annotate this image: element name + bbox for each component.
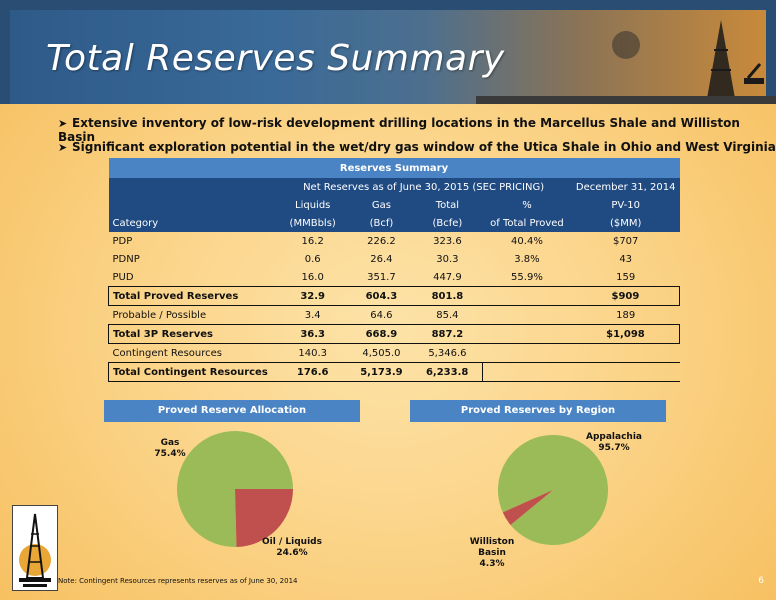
column-header: (Bcfe) [412,214,483,232]
proved-reserves-by-region-pie-chart [498,435,608,545]
liquids-cell: 16.2 [301,235,324,247]
gas-cell: 351.7 [367,271,396,283]
pv10-cell: $1,098 [571,324,680,344]
pie-label-williston-basin: Williston Basin 4.3% [469,537,515,569]
table-row-total: Total Contingent Resources 176.6 5,173.9… [108,362,680,382]
pie-label-appalachia: Appalachia 95.7% [586,432,642,453]
percent-cell: 3.8% [514,253,540,265]
banner-background [10,10,766,104]
pv10-cell [572,344,680,363]
title-banner: Total Reserves Summary [0,0,776,104]
total-cell: 5,346.6 [428,347,467,359]
table-row-total: Total Proved Reserves 32.9 604.3 801.8 $… [108,286,680,306]
percent-cell: 55.9% [511,271,543,283]
column-header: Liquids [275,196,351,214]
reserves-summary-table: Reserves Summary Net Reserves as of June… [108,158,680,382]
category-cell: Probable / Possible [112,309,207,321]
pv10-cell: $707 [612,235,639,247]
gas-cell: 5,173.9 [350,362,413,382]
column-header: Total [412,196,483,214]
table-row-total: Total 3P Reserves 36.3 668.9 887.2 $1,09… [108,324,680,344]
gas-cell: 26.4 [370,253,393,265]
category-cell: PUD [112,271,134,283]
column-header: PV-10 [571,196,680,214]
total-cell: 447.9 [433,271,462,283]
table-row: PDNP 0.6 26.4 30.3 3.8% 43 [109,250,680,268]
pie-slice-williston-basin [502,490,553,525]
bullet-text: Significant exploration potential in the… [72,140,776,154]
percent-cell: 40.4% [511,235,543,247]
gas-cell: 4,505.0 [362,347,401,359]
category-cell: Total 3P Reserves [108,324,276,344]
total-cell: 85.4 [436,309,459,321]
gas-cell: 226.2 [367,235,396,247]
table-row: Probable / Possible 3.4 64.6 85.4 189 [109,306,680,325]
bullet-item: ➤ Extensive inventory of low-risk develop… [58,116,776,144]
table-row: Contingent Resources 140.3 4,505.0 5,346… [109,344,680,363]
pie-chart-title-allocation: Proved Reserve Allocation [104,400,360,422]
gas-cell: 668.9 [350,324,413,344]
total-cell: 801.8 [412,286,483,306]
liquids-cell: 36.3 [275,324,351,344]
total-cell: 887.2 [412,324,483,344]
page-number: 6 [758,576,764,586]
percent-cell [482,306,572,325]
category-cell: PDP [112,235,133,247]
percent-cell [482,344,572,363]
pie-slice-oil-liquids [235,488,293,547]
total-cell: 323.6 [433,235,462,247]
table-row: PDP 16.2 226.2 323.6 40.4% $707 [109,232,680,250]
column-header: (Bcf) [350,214,413,232]
pie-label-gas: Gas 75.4% [154,438,186,459]
category-cell: Contingent Resources [112,347,222,359]
category-cell: PDNP [112,253,140,265]
percent-cell [482,324,572,344]
company-logo [12,505,58,591]
derrick-logo-icon [19,513,51,587]
arrow-bullet-icon: ➤ [58,117,68,130]
liquids-cell: 0.6 [304,253,321,265]
total-cell: 30.3 [436,253,459,265]
table-title: Reserves Summary [108,158,680,178]
pie-label-oil-liquids: Oil / Liquids 24.6% [262,537,322,558]
pv10-cell: 159 [616,271,636,283]
table-row: PUD 16.0 351.7 447.9 55.9% 159 [109,268,680,287]
proved-reserve-allocation-pie-chart [177,431,293,547]
gas-cell: 64.6 [370,309,393,321]
column-header: Category [108,214,276,232]
liquids-cell: 140.3 [298,347,327,359]
category-cell: Total Proved Reserves [108,286,276,306]
percent-cell [482,286,572,306]
pv10-cell: 189 [616,309,636,321]
total-cell: 6,233.8 [412,362,483,382]
column-header: of Total Proved [482,214,572,232]
category-cell: Total Contingent Resources [108,362,276,382]
page-title: Total Reserves Summary [46,38,505,79]
december-group-header: December 31, 2014 [571,178,680,196]
column-header: % [482,196,572,214]
oil-field-silhouette-image [476,20,776,104]
liquids-cell: 176.6 [275,362,351,382]
column-header: ($MM) [571,214,680,232]
arrow-bullet-icon: ➤ [58,141,68,154]
liquids-cell: 16.0 [301,271,324,283]
pie-slice-gas [177,431,293,547]
footnote: Note: Contingent Resources represents re… [58,577,298,585]
liquids-cell: 3.4 [304,309,321,321]
gas-cell: 604.3 [350,286,413,306]
column-header: (MMBbls) [275,214,351,232]
pv10-cell: $909 [571,286,680,306]
pv10-cell: 43 [619,253,633,265]
net-reserves-group-header: Net Reserves as of June 30, 2015 (SEC PR… [275,178,572,196]
bullet-item: ➤ Significant exploration potential in th… [58,140,776,154]
column-header: Gas [350,196,413,214]
bullet-text: Extensive inventory of low-risk developm… [58,116,740,144]
liquids-cell: 32.9 [275,286,351,306]
pie-chart-title-region: Proved Reserves by Region [410,400,666,422]
